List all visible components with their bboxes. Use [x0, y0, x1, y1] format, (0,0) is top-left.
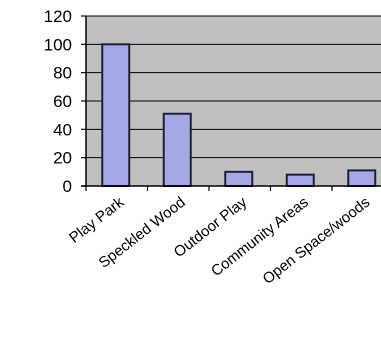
bar-speckled-wood — [162, 112, 192, 187]
x-tick-label: Play Park — [66, 193, 127, 246]
y-tick-label: 80 — [53, 64, 72, 83]
y-tick-label: 100 — [44, 35, 72, 54]
y-tick-label: 60 — [53, 92, 72, 111]
bar-play-park — [101, 43, 131, 188]
y-tick-label: 20 — [53, 149, 72, 168]
y-tick-labels: 0 20 40 60 80 100 120 — [44, 7, 72, 196]
bar-outdoor-play — [224, 170, 254, 187]
y-tick-label: 40 — [53, 120, 72, 139]
bar-community-areas — [285, 173, 315, 188]
gridlines — [86, 15, 381, 159]
y-tick-label: 120 — [44, 7, 72, 26]
bar-open-space-woods — [347, 169, 377, 188]
y-tick-label: 0 — [63, 177, 72, 196]
x-tick-label: Open Space/woods — [260, 194, 374, 288]
axes — [81, 15, 381, 191]
